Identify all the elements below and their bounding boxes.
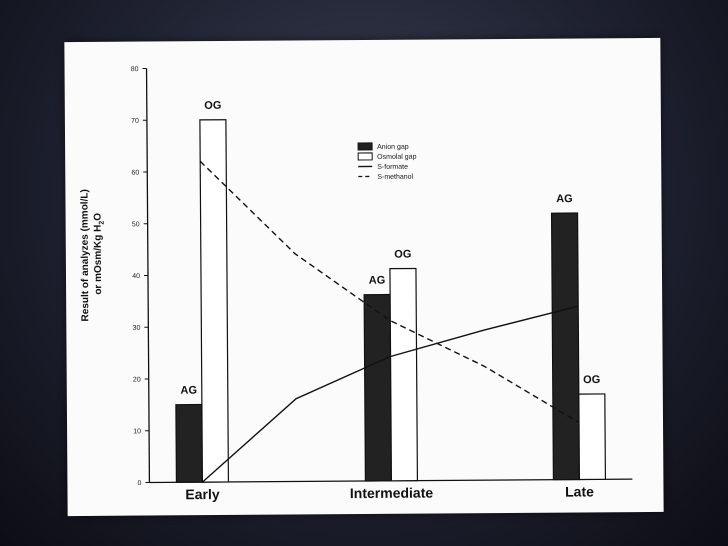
bar-labels: AG AG AG OG OG OG (180, 100, 600, 397)
bar-anion-gap (363, 293, 393, 482)
legend-entry: Anion gap (377, 144, 409, 151)
bars (175, 119, 607, 483)
y-tick-label: 60 (131, 170, 139, 177)
y-axis-label: Result of analyzes (mmol/L) or mOsm/Kg H… (79, 186, 106, 321)
bar-label-ag: AG (180, 385, 197, 397)
y-tick-label: 50 (132, 221, 140, 228)
legend-entry: S-methanol (377, 174, 413, 181)
legend-swatch-osmolal-gap (357, 152, 373, 161)
bar-label-og: OG (394, 248, 411, 260)
legend-swatch-anion-gap (357, 142, 373, 151)
y-ticks: 0 10 20 30 40 50 60 70 80 (131, 66, 150, 487)
category-label-intermediate: Intermediate (350, 485, 434, 502)
bar-line-chart: 0 10 20 30 40 50 60 70 80 AG AG AG OG OG OG Early Inte… (79, 66, 633, 502)
y-tick-label: 40 (132, 273, 140, 280)
legend: Anion gap Osmolal gap S-formate S-methanol (357, 142, 417, 181)
y-axis-label-line1: Result of analyzes (mmol/L) (79, 189, 91, 321)
line-s-methanol (199, 160, 580, 424)
category-label-early: Early (185, 486, 220, 502)
y-tick-label: 70 (131, 118, 139, 125)
bar-osmolal-gap (578, 393, 607, 481)
y-tick-label: 20 (133, 377, 141, 384)
y-tick-label: 30 (133, 325, 141, 332)
bar-osmolal-gap (389, 267, 419, 482)
y-tick-label: 0 (138, 480, 142, 487)
y-tick-label: 80 (131, 66, 139, 73)
bar-anion-gap (175, 403, 204, 483)
y-axis-label-line2: or mOsm/Kg H (93, 225, 104, 295)
bar-label-og: OG (204, 100, 221, 112)
category-labels: Early Intermediate Late (185, 483, 594, 502)
line-s-formate (201, 305, 579, 483)
y-axis-label-end: O (93, 213, 104, 221)
y-axis-label-subscript: 2 (99, 221, 106, 225)
bar-anion-gap (550, 212, 581, 481)
legend-entry: S-formate (377, 164, 408, 171)
bar-osmolal-gap (199, 119, 230, 483)
bar-label-ag: AG (556, 193, 573, 205)
series-lines (199, 160, 580, 483)
category-label-late: Late (565, 483, 594, 499)
chart-paper: 0 10 20 30 40 50 60 70 80 AG AG AG OG OG OG Early Inte… (64, 37, 664, 517)
bar-label-og: OG (583, 374, 600, 386)
bar-label-ag: AG (369, 275, 386, 287)
legend-entry: Osmolal gap (377, 154, 416, 161)
y-tick-label: 10 (133, 428, 141, 435)
